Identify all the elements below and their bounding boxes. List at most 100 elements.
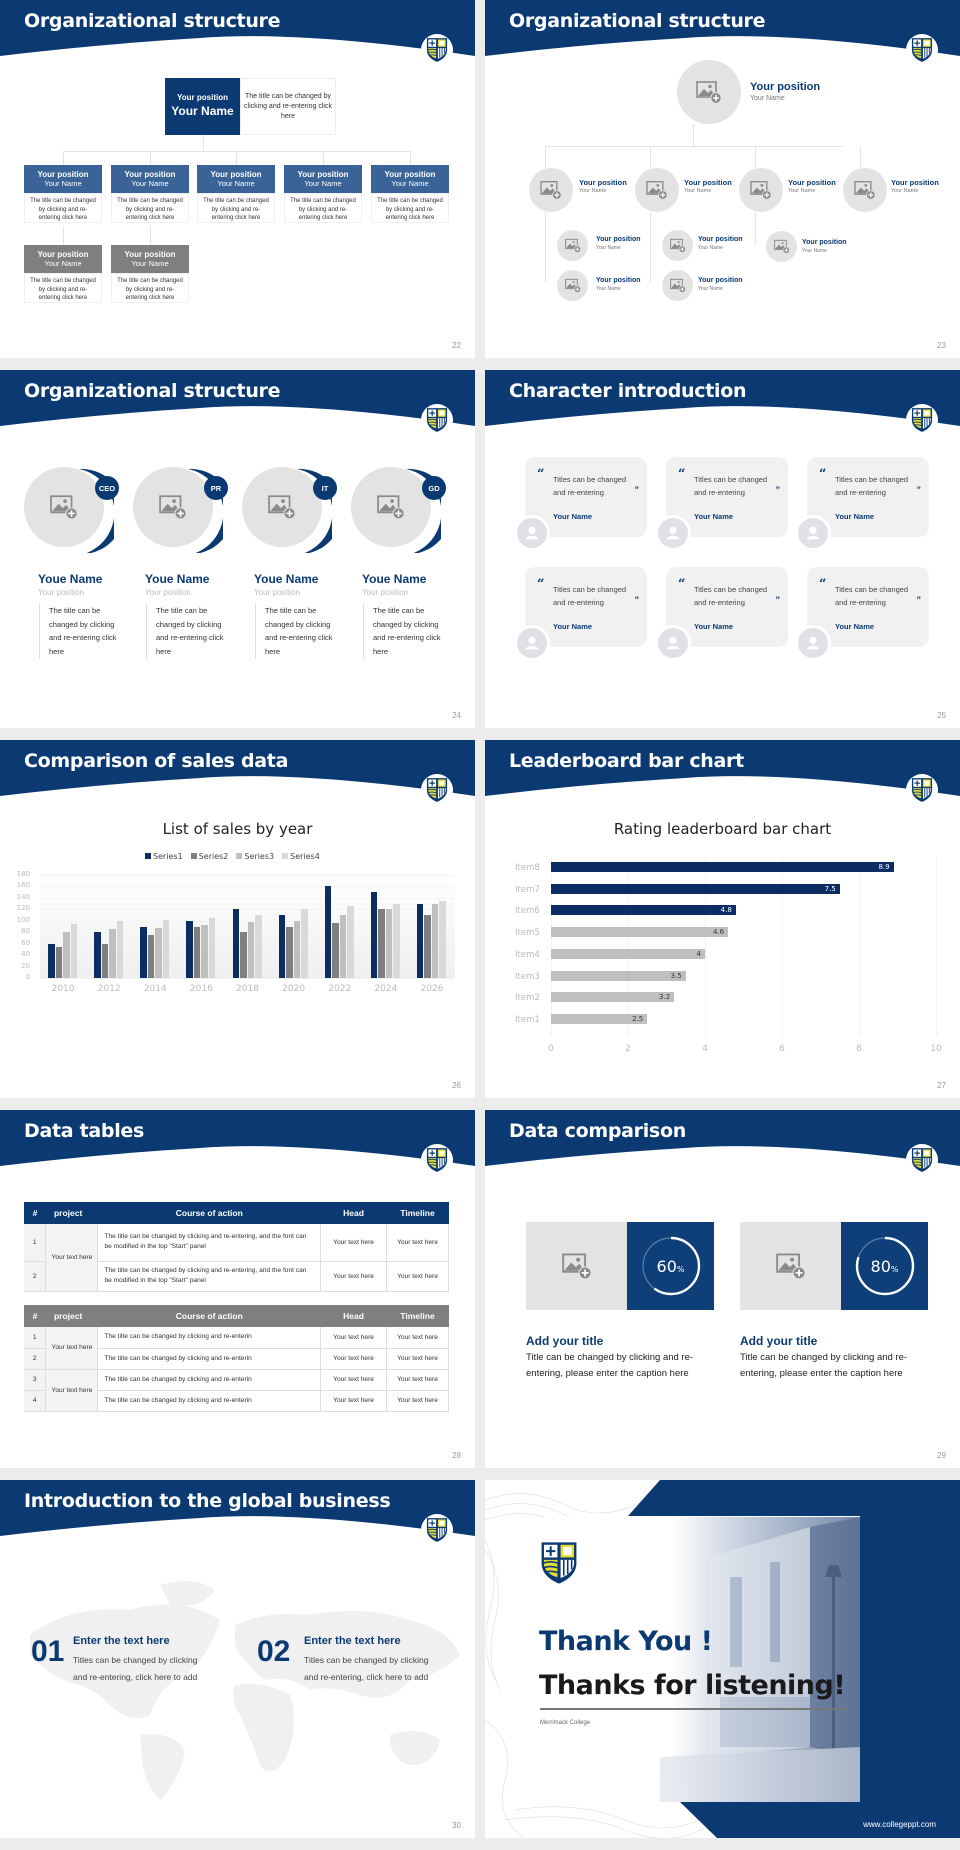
org-card[interactable]: Your position Your Name The title can be … [24,165,102,223]
person-desc: The title can be changed by clicking and… [39,604,124,659]
quote-author: Your Name [694,512,734,521]
avatar-placeholder[interactable] [242,467,322,547]
close-quote-icon: ” [634,595,640,605]
org-card[interactable]: Your position Your Name The title can be … [371,165,449,223]
slide-title: Leaderboard bar chart [509,750,744,772]
position-label: Your position [579,178,627,187]
page-number: 28 [452,1451,461,1460]
person-position: Your position [362,588,408,597]
bar [55,946,63,978]
bar [186,920,193,978]
college-crest-logo [540,1540,578,1586]
bar [385,909,393,978]
slide-header: Organizational structure [0,370,475,430]
quote-author: Your Name [553,622,593,631]
open-quote-icon: “ [537,467,545,482]
quote-author: Your Name [694,622,734,631]
image-placeholder[interactable] [740,1222,841,1310]
slide-27-leaderboard[interactable]: Leaderboard bar chart Rating leaderboard… [485,740,960,1098]
bar [147,935,155,978]
slide-26-sales-chart[interactable]: Comparison of sales data List of sales b… [0,740,475,1098]
quote-text: Titles can be changed and re-entering [835,585,909,607]
card-desc: The title can be changed by clicking and… [371,193,449,223]
position-label: Your position [698,236,743,243]
org-card[interactable]: Your position Your Name The title can be … [111,165,189,223]
table-row[interactable]: 2 The title can be changed by clicking a… [24,1261,449,1292]
legend-item: Series1 [145,852,183,861]
bar [101,943,109,978]
college-crest-logo [421,1514,453,1546]
avatar-placeholder[interactable] [557,230,588,261]
position-label: Your position [297,170,349,179]
org-top-desc[interactable]: The title can be changed by clicking and… [240,78,336,135]
position-label: Your position [124,170,176,179]
org-top-box[interactable]: Your position Your Name [165,78,240,135]
card-desc: The title can be changed by clicking and… [111,273,189,303]
avatar-placeholder[interactable] [529,168,573,212]
avatar-placeholder[interactable] [739,168,783,212]
slide-22-org-chart[interactable]: Organizational structure Your position Y… [0,0,475,358]
open-quote-icon: “ [819,577,827,592]
slide-30-global-business[interactable]: Introduction to the global business 01 E… [0,1480,475,1838]
close-quote-icon: ” [775,595,781,605]
avatar-placeholder[interactable] [351,467,431,547]
page-number: 30 [452,1821,461,1830]
org-card[interactable]: Your position Your Name The title can be … [284,165,362,223]
avatar-placeholder[interactable] [24,467,104,547]
avatar-placeholder[interactable] [677,60,741,124]
website-url[interactable]: www.collegeppt.com [863,1820,936,1829]
slide-29-data-comparison[interactable]: Data comparison 60% Add your title Title… [485,1110,960,1468]
leaderboard-bar-chart: 0 2 4 6 8 10 Item8 8.9 Item7 7.5 Item6 4.8 Item5 4.6 I… [485,740,960,1098]
photo-card: Thank You ! Thanks for listening! Merrim… [516,1517,860,1802]
avatar-placeholder[interactable] [635,168,679,212]
table-row[interactable]: 1 Your text here The title can be change… [24,1224,449,1292]
bar [393,903,400,978]
avatar-placeholder[interactable] [843,168,887,212]
avatar-placeholder[interactable] [766,231,797,262]
avatar-placeholder[interactable] [662,270,693,301]
table-row[interactable]: 2 The title can be changed by clicking a… [24,1348,449,1370]
world-map-background [30,1581,460,1800]
data-table-1: # project Course of action Head Timeline… [24,1202,449,1292]
image-add-icon [159,494,187,520]
bar [347,905,354,978]
avatar-placeholder[interactable] [133,467,213,547]
name-label: Your Name [750,95,785,102]
bar [551,862,894,872]
name-label: Your Name [579,188,607,194]
table-row[interactable]: 1 Your text here The title can be change… [24,1327,449,1370]
quote-text: Titles can be changed and re-entering [553,585,627,607]
name-label: Your Name [131,259,169,268]
quote-text: Titles can be changed and re-entering [694,475,768,497]
open-quote-icon: “ [678,467,686,482]
slide-23-org-tree[interactable]: Organizational structure Your position Y… [485,0,960,358]
bar [63,932,70,978]
bar [232,909,239,978]
page-number: 27 [937,1081,946,1090]
org-card[interactable]: Your position Your Name The title can be … [197,165,275,223]
column-header: project [53,1311,83,1321]
avatar-placeholder[interactable] [662,230,693,261]
card-desc: The title can be changed by clicking and… [111,193,189,223]
slide-header: Introduction to the global business [0,1480,475,1540]
name-label: Your Name [891,188,919,194]
table-row[interactable]: 3 Your text here The title can be change… [24,1369,449,1412]
slide-25-character-intro[interactable]: Character introduction “ Titles can be c… [485,370,960,728]
slide-thank-you[interactable]: Thank You ! Thanks for listening! Merrim… [485,1480,960,1838]
slide-title: Character introduction [509,380,747,402]
slide-28-data-tables[interactable]: Data tables # project Course of action H… [0,1110,475,1468]
avatar-placeholder[interactable] [557,270,588,301]
bar [247,921,254,978]
quote-author: Your Name [835,512,875,521]
item-title: Enter the text here [73,1635,170,1647]
table-row[interactable]: 4 The title can be changed by clicking a… [24,1390,449,1412]
bar [162,919,170,978]
chart-title: List of sales by year [162,820,313,838]
image-add-icon [565,278,581,293]
org-card[interactable]: Your position Your Name The title can be … [111,245,189,303]
image-placeholder[interactable] [526,1222,627,1310]
avatar [795,515,831,551]
org-card[interactable]: Your position Your Name The title can be … [24,245,102,303]
slide-header: Organizational structure [0,0,475,60]
slide-24-team[interactable]: Organizational structure CEO Youe Name Y… [0,370,475,728]
